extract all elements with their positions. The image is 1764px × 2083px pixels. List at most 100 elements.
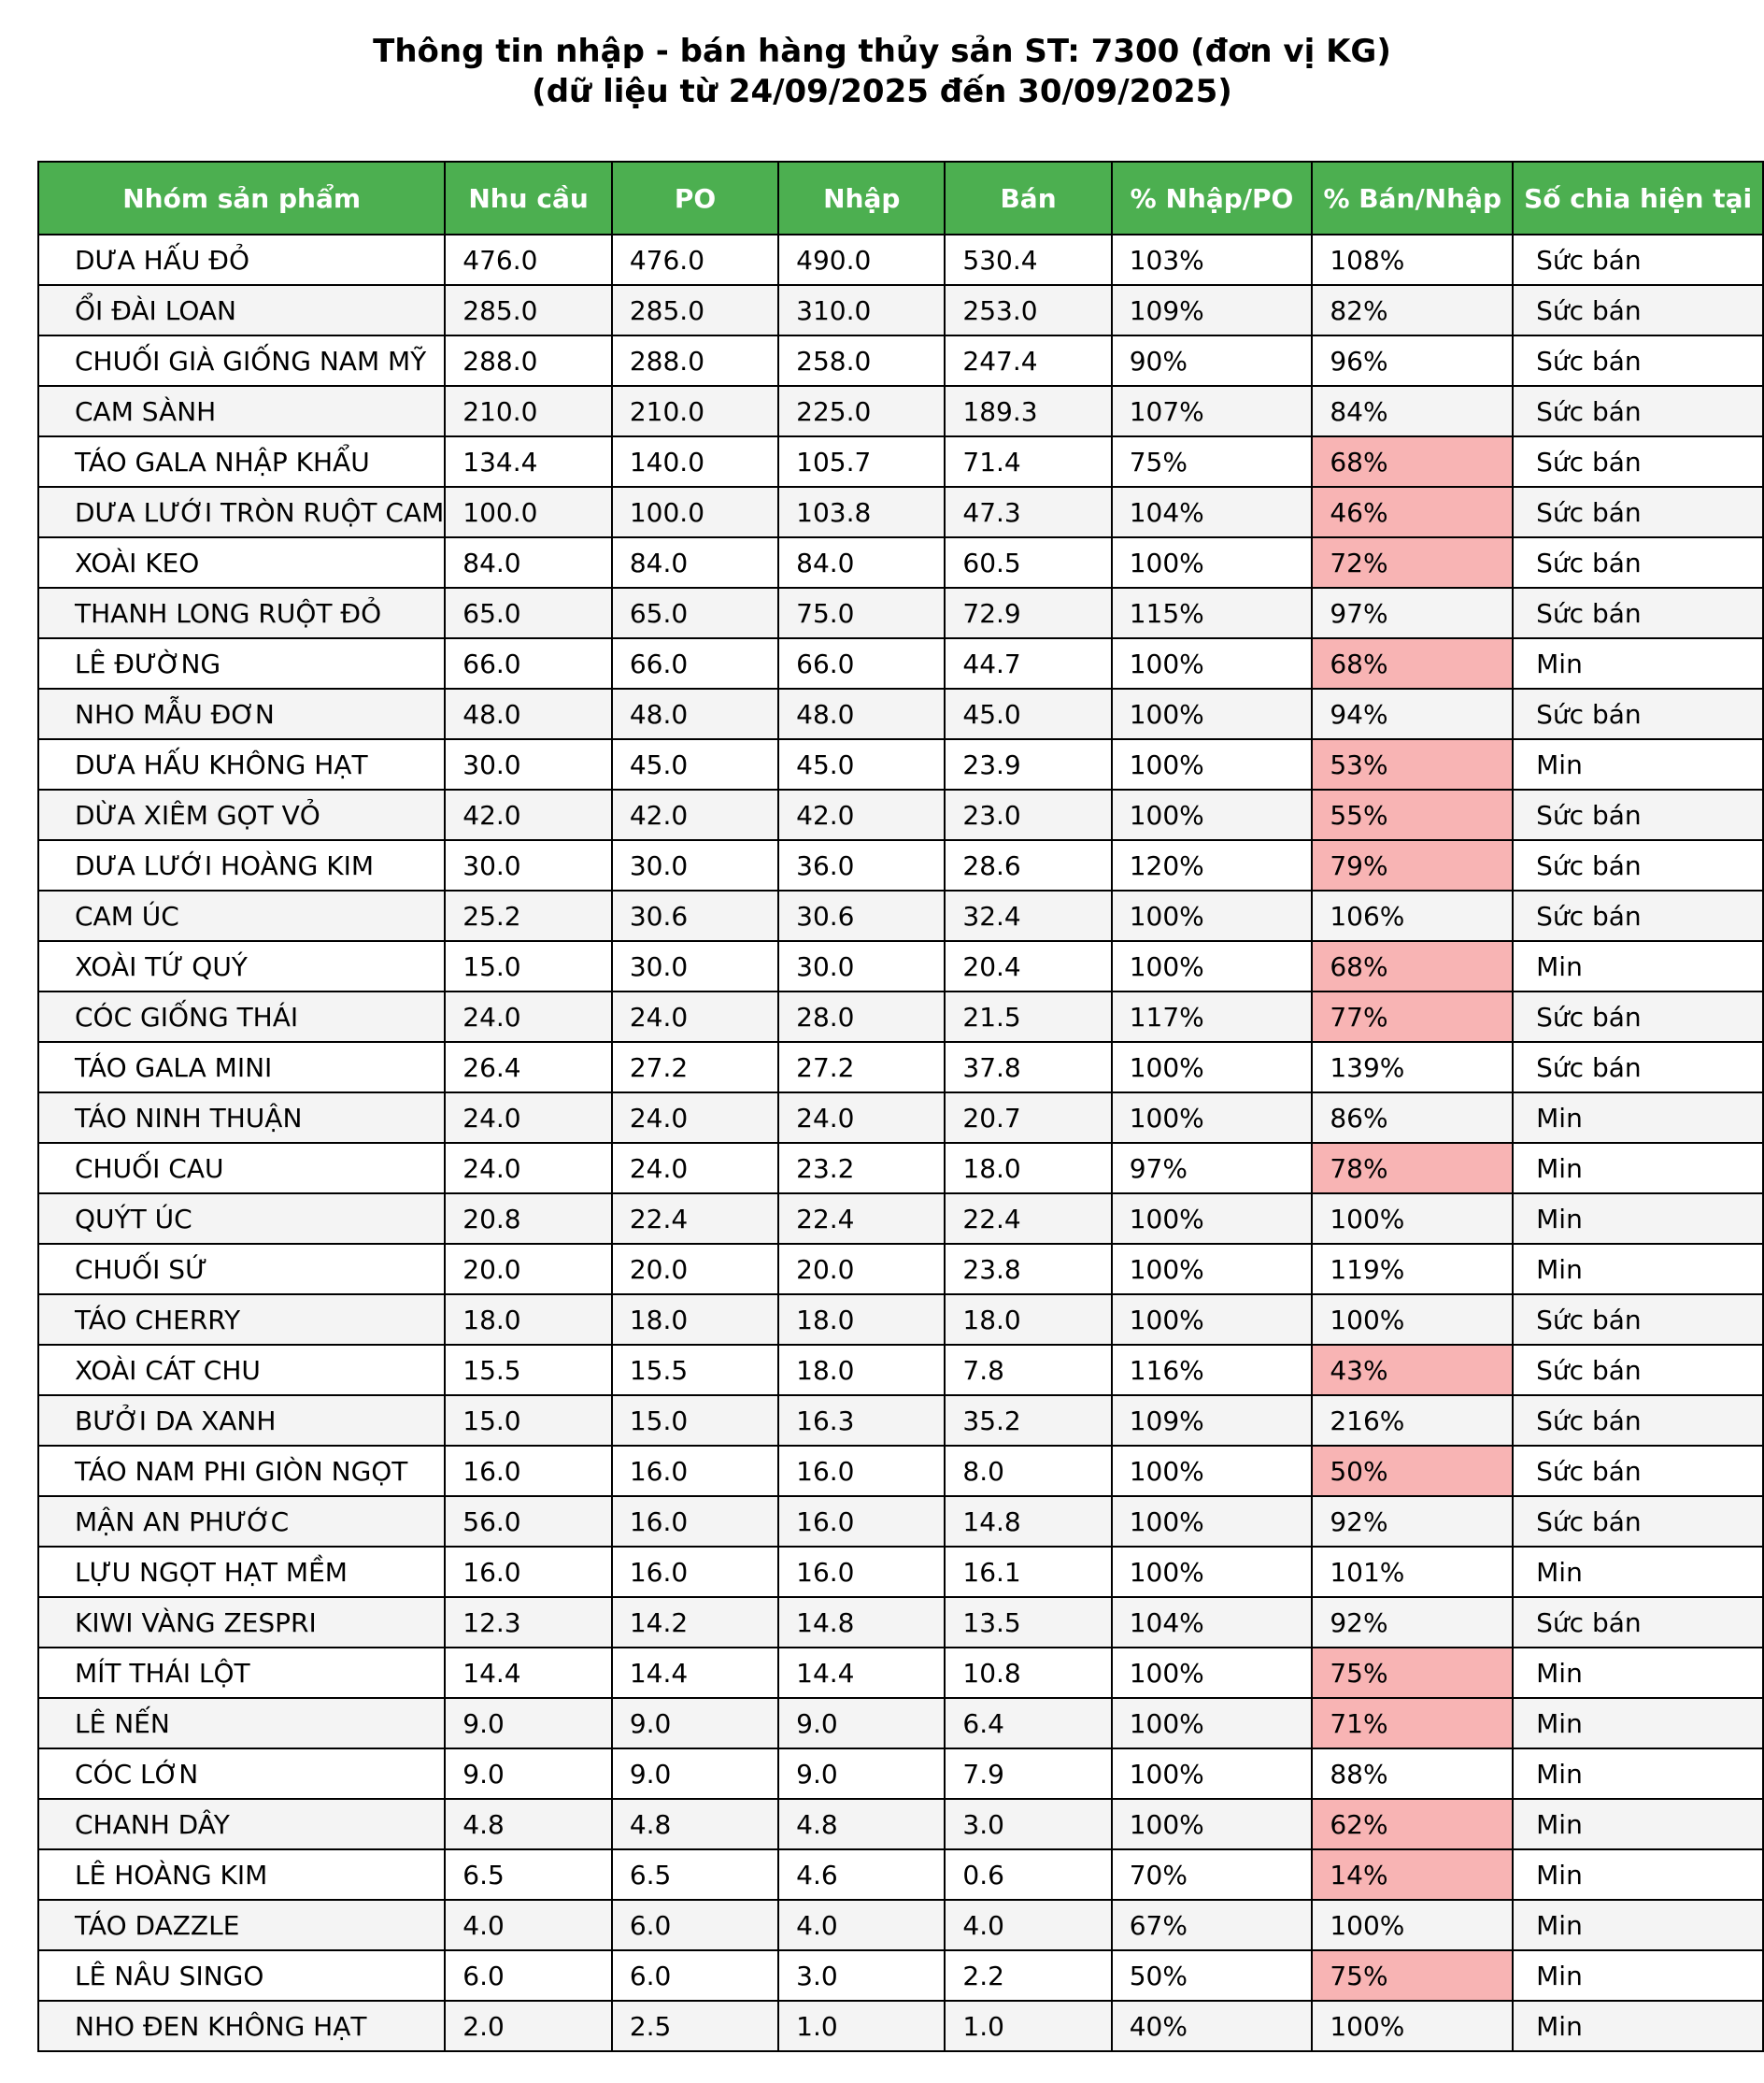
sale-import-pct-cell: 100%: [1311, 1293, 1515, 1346]
product-name-cell: THANH LONG RUỘT ĐỎ: [36, 587, 447, 639]
demand-cell: 30.0: [444, 839, 613, 892]
po-cell: 65.0: [610, 587, 780, 639]
table-row: THANH LONG RUỘT ĐỎ 65.0 65.0 75.0 72.9 115% 97…: [36, 587, 1764, 639]
sale-import-pct-cell: 14%: [1311, 1848, 1515, 1901]
import-po-pct-cell: 100%: [1110, 1192, 1314, 1245]
import-po-pct-cell: 100%: [1110, 536, 1314, 589]
current-divisor-cell: Min: [1512, 1142, 1764, 1194]
demand-cell: 56.0: [444, 1495, 613, 1548]
sale-import-pct-cell: 97%: [1311, 587, 1515, 639]
import-po-pct-cell: 100%: [1110, 789, 1314, 841]
import-cell: 84.0: [777, 536, 946, 589]
import-po-pct-cell: 100%: [1110, 1495, 1314, 1548]
import-po-pct-cell: 116%: [1110, 1344, 1314, 1396]
po-cell: 285.0: [610, 284, 780, 336]
import-po-pct-cell: 100%: [1110, 1041, 1314, 1093]
sale-import-pct-cell: 71%: [1311, 1697, 1515, 1749]
sale-import-pct-cell: 96%: [1311, 335, 1515, 387]
demand-cell: 16.0: [444, 1445, 613, 1497]
import-cell: 4.6: [777, 1848, 946, 1901]
table-row: XOÀI KEO 84.0 84.0 84.0 60.5 100% 72% Sức bán: [36, 536, 1764, 589]
table-row: LÊ HOÀNG KIM 6.5 6.5 4.6 0.6 70% 14% Min: [36, 1848, 1764, 1901]
import-po-pct-cell: 104%: [1110, 486, 1314, 538]
demand-cell: 6.0: [444, 1949, 613, 2002]
import-cell: 310.0: [777, 284, 946, 336]
po-cell: 22.4: [610, 1192, 780, 1245]
import-cell: 1.0: [777, 2000, 946, 2052]
current-divisor-cell: Sức bán: [1512, 1293, 1764, 1346]
product-name-cell: BƯỞI DA XANH: [36, 1394, 447, 1447]
import-cell: 30.0: [777, 940, 946, 992]
product-name-cell: DƯA HẤU KHÔNG HẠT: [36, 738, 447, 791]
sale-cell: 35.2: [944, 1394, 1113, 1447]
table-row: DỪA XIÊM GỌT VỎ 42.0 42.0 42.0 23.0 100% 55% Sứ…: [36, 789, 1764, 841]
sale-cell: 23.0: [944, 789, 1113, 841]
current-divisor-cell: Sức bán: [1512, 890, 1764, 942]
po-cell: 30.0: [610, 940, 780, 992]
demand-cell: 24.0: [444, 1091, 613, 1144]
po-cell: 288.0: [610, 335, 780, 387]
demand-cell: 288.0: [444, 335, 613, 387]
table-row: CHUỐI SỨ 20.0 20.0 20.0 23.8 100% 119% Min: [36, 1243, 1764, 1295]
table-row: LỰU NGỌT HẠT MỀM 16.0 16.0 16.0 16.1 100% 101%…: [36, 1546, 1764, 1598]
import-cell: 28.0: [777, 991, 946, 1043]
demand-cell: 26.4: [444, 1041, 613, 1093]
po-cell: 140.0: [610, 435, 780, 488]
demand-cell: 25.2: [444, 890, 613, 942]
import-po-pct-cell: 40%: [1110, 2000, 1314, 2052]
sale-cell: 16.1: [944, 1546, 1113, 1598]
sale-cell: 1.0: [944, 2000, 1113, 2052]
sale-import-pct-cell: 94%: [1311, 688, 1515, 740]
sale-import-pct-cell: 100%: [1311, 1192, 1515, 1245]
import-cell: 16.0: [777, 1546, 946, 1598]
import-po-pct-cell: 100%: [1110, 688, 1314, 740]
demand-cell: 4.8: [444, 1798, 613, 1850]
sale-cell: 21.5: [944, 991, 1113, 1043]
current-divisor-cell: Sức bán: [1512, 536, 1764, 589]
current-divisor-cell: Min: [1512, 1798, 1764, 1850]
current-divisor-cell: Min: [1512, 738, 1764, 791]
sale-import-pct-cell: 68%: [1311, 637, 1515, 690]
import-po-pct-cell: 100%: [1110, 1748, 1314, 1800]
current-divisor-cell: Sức bán: [1512, 1495, 1764, 1548]
table-row: BƯỞI DA XANH 15.0 15.0 16.3 35.2 109% 216% Sức …: [36, 1394, 1764, 1447]
current-divisor-cell: Min: [1512, 1697, 1764, 1749]
sale-cell: 14.8: [944, 1495, 1113, 1548]
sale-cell: 22.4: [944, 1192, 1113, 1245]
import-po-pct-cell: 100%: [1110, 1445, 1314, 1497]
sale-cell: 28.6: [944, 839, 1113, 892]
product-name-cell: CHANH DÂY: [36, 1798, 447, 1850]
product-name-cell: CAM SÀNH: [36, 385, 447, 437]
table-row: MẬN AN PHƯỚC 56.0 16.0 16.0 14.8 100% 92% Sức b…: [36, 1495, 1764, 1548]
current-divisor-cell: Sức bán: [1512, 789, 1764, 841]
current-divisor-cell: Sức bán: [1512, 385, 1764, 437]
import-po-pct-cell: 100%: [1110, 637, 1314, 690]
import-po-pct-cell: 103%: [1110, 234, 1314, 286]
po-cell: 42.0: [610, 789, 780, 841]
table-row: LÊ NẾN 9.0 9.0 9.0 6.4 100% 71% Min: [36, 1697, 1764, 1749]
table-row: CAM ÚC 25.2 30.6 30.6 32.4 100% 106% Sức bán: [36, 890, 1764, 942]
po-cell: 84.0: [610, 536, 780, 589]
current-divisor-cell: Min: [1512, 1091, 1764, 1144]
product-name-cell: LÊ NÂU SINGO: [36, 1949, 447, 2002]
sale-import-pct-cell: 84%: [1311, 385, 1515, 437]
sale-import-pct-cell: 82%: [1311, 284, 1515, 336]
po-cell: 100.0: [610, 486, 780, 538]
demand-cell: 14.4: [444, 1647, 613, 1699]
sale-import-pct-cell: 46%: [1311, 486, 1515, 538]
po-cell: 15.5: [610, 1344, 780, 1396]
product-name-cell: CHUỐI SỨ: [36, 1243, 447, 1295]
demand-cell: 24.0: [444, 991, 613, 1043]
import-po-pct-cell: 109%: [1110, 284, 1314, 336]
sale-import-pct-cell: 100%: [1311, 1899, 1515, 1951]
current-divisor-cell: Min: [1512, 637, 1764, 690]
table-row: TÁO DAZZLE 4.0 6.0 4.0 4.0 67% 100% Min: [36, 1899, 1764, 1951]
import-cell: 490.0: [777, 234, 946, 286]
table-row: CHUỐI GIÀ GIỐNG NAM MỸ 288.0 288.0 258.0 247…: [36, 335, 1764, 387]
product-name-cell: LÊ NẾN: [36, 1697, 447, 1749]
product-name-cell: DƯA LƯỚI HOÀNG KIM: [36, 839, 447, 892]
po-cell: 48.0: [610, 688, 780, 740]
import-po-pct-cell: 100%: [1110, 1243, 1314, 1295]
product-name-cell: TÁO DAZZLE: [36, 1899, 447, 1951]
po-cell: 6.0: [610, 1949, 780, 2002]
